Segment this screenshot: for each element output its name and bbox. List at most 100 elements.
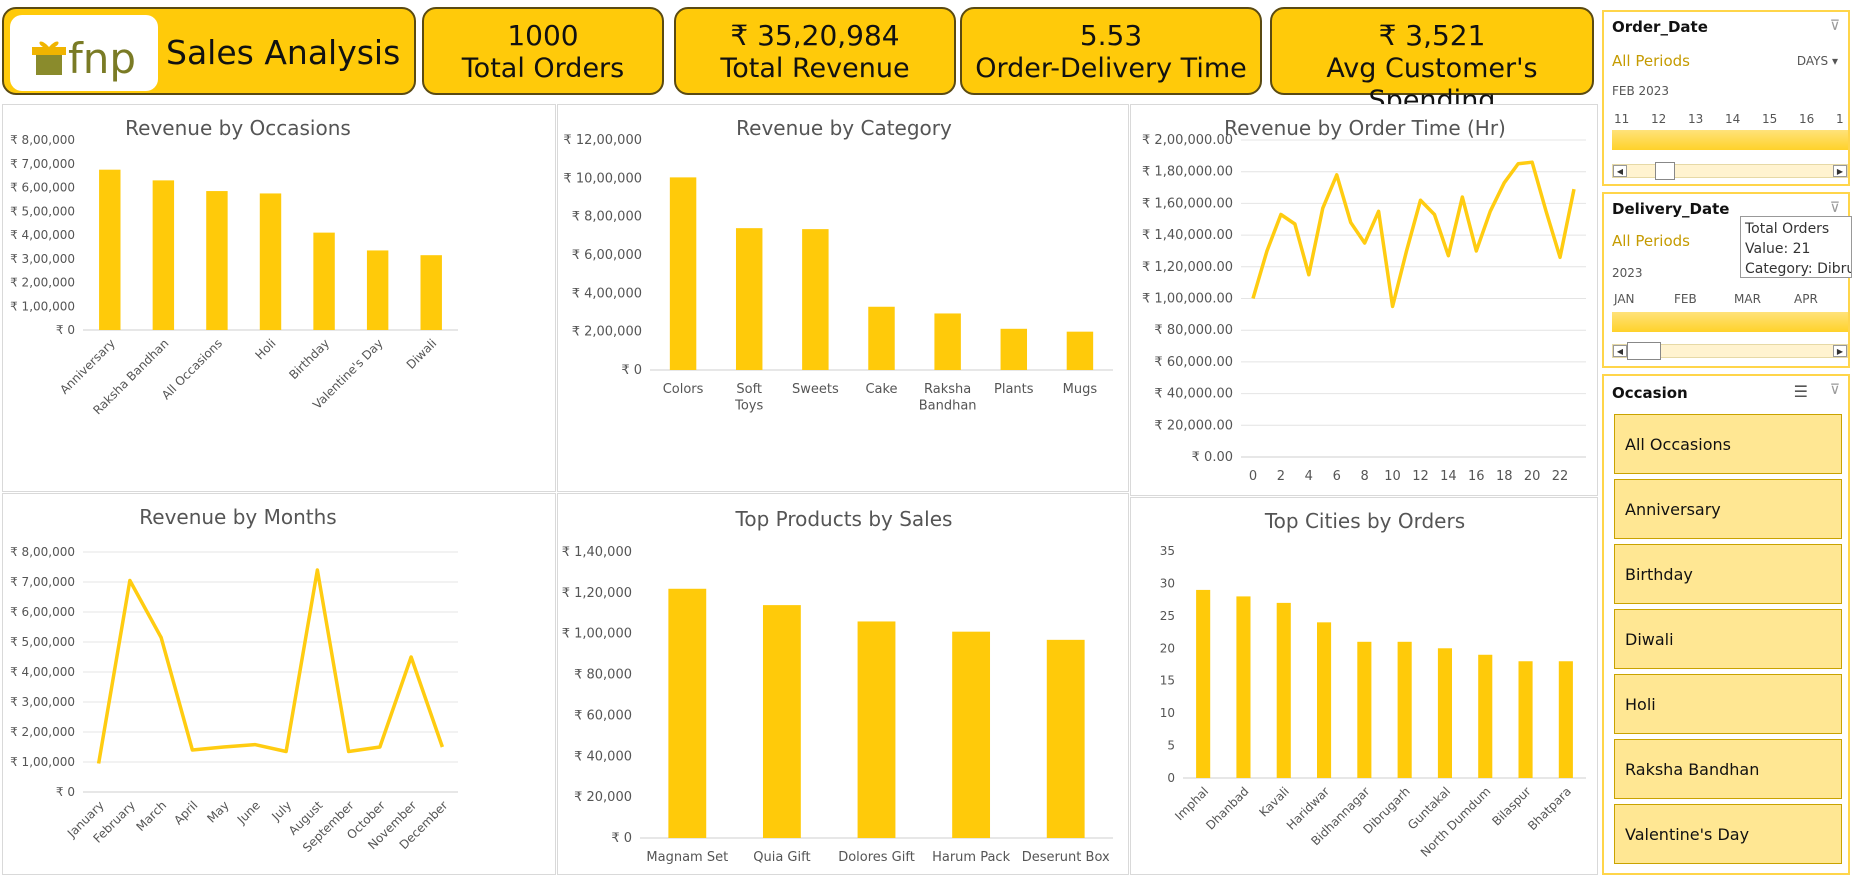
bar (735, 228, 763, 370)
kpi-avg-spending: ₹ 3,521 Avg Customer's Spending (1270, 7, 1594, 116)
scroll-left-icon[interactable]: ◀ (1613, 345, 1627, 357)
tooltip-title: Total Orders (1745, 221, 1830, 237)
y-tick-label: ₹ 10,00,000 (563, 171, 642, 186)
y-tick-label: ₹ 2,00,000 (572, 325, 642, 340)
y-tick-label: ₹ 0 (611, 831, 632, 846)
x-tick-label: Raksha Bandhan (919, 382, 977, 413)
timeline-tick-label: APR (1794, 292, 1818, 306)
y-tick-label: 10 (1160, 706, 1175, 720)
clear-filter-icon[interactable]: ⊽ (1829, 382, 1840, 398)
bar (1478, 654, 1493, 778)
y-tick-label: ₹ 0 (621, 363, 642, 378)
y-tick-label: ₹ 80,000 (574, 668, 632, 683)
x-tick-label: Kavali (1256, 784, 1291, 819)
clear-filter-icon[interactable]: ⊽ (1829, 18, 1840, 34)
chart-revenue-by-category[interactable]: Revenue by Category ₹ 0 ₹ 2,00,000 ₹ 4,00,0… (557, 104, 1129, 492)
y-tick-label: ₹ 4,00,000 (572, 286, 642, 301)
timeline-scrollbar[interactable]: ◀ ▶ (1612, 342, 1848, 360)
timeline-bar[interactable] (1612, 130, 1848, 150)
occasion-item[interactable]: Raksha Bandhan (1614, 739, 1842, 799)
occasion-item[interactable]: Holi (1614, 674, 1842, 734)
chart-revenue-by-months[interactable]: Revenue by Months ₹ 0 ₹ 1,00,000 ₹ 2,00,000… (2, 493, 556, 875)
scroll-right-icon[interactable]: ▶ (1833, 345, 1847, 357)
bar (1437, 648, 1453, 778)
chart-tooltip: Total Orders Value: 21 Category: Dibrug (1740, 216, 1852, 278)
y-tick-label: 0 (1167, 771, 1175, 785)
bar (1066, 331, 1094, 370)
y-tick-label: ₹ 1,00,000 (562, 627, 632, 642)
y-tick-label: ₹ 7,00,000 (10, 157, 75, 171)
y-tick-label: ₹ 80,000.00 (1154, 323, 1233, 338)
chart-revenue-by-occasions[interactable]: Revenue by Occasions ₹ 0 ₹ 1,00,000 ₹ 2,00,… (2, 104, 556, 492)
y-tick-label: ₹ 6,00,000 (572, 248, 642, 263)
order-date-slicer[interactable]: Order_Date ⊽ All Periods DAYS ▾ FEB 2023… (1602, 10, 1850, 186)
bar (1518, 661, 1533, 778)
all-periods-label[interactable]: All Periods (1612, 52, 1690, 70)
brand-card: fnp Sales Analysis (2, 7, 416, 95)
kpi-label: Order-Delivery Time (975, 53, 1247, 84)
chart-title: Revenue by Category (736, 116, 952, 140)
timeline-tick-label: FEB (1674, 292, 1697, 306)
x-tick-label: 10 (1384, 469, 1401, 484)
scroll-thumb[interactable] (1627, 342, 1661, 360)
scroll-left-icon[interactable]: ◀ (1613, 165, 1627, 177)
occasion-item[interactable]: All Occasions (1614, 414, 1842, 474)
chart-title: Revenue by Order Time (Hr) (1224, 116, 1506, 140)
tooltip-value: Value: 21 (1745, 241, 1811, 257)
timeline-tick-label: MAR (1734, 292, 1761, 306)
delivery-date-slicer[interactable]: Delivery_Date ⊽ All Periods 2023 JAN FEB M… (1602, 192, 1850, 368)
x-tick-label: June (234, 798, 263, 827)
chart-top-cities[interactable]: Top Cities by Orders 0 5 10 15 20 25 30 35 Imphal… (1130, 497, 1598, 875)
bar (857, 621, 896, 838)
time-unit-dropdown[interactable]: DAYS ▾ (1797, 54, 1838, 68)
dashboard-title: Sales Analysis (166, 33, 401, 72)
x-tick-label: 14 (1440, 469, 1457, 484)
x-tick-label: May (204, 798, 231, 825)
bar (1316, 622, 1332, 778)
all-periods-label[interactable]: All Periods (1612, 232, 1690, 250)
occasion-item[interactable]: Anniversary (1614, 479, 1842, 539)
x-tick-label: Bhatpara (1525, 784, 1574, 833)
y-tick-label: ₹ 4,00,000 (10, 665, 75, 679)
x-tick-label: 2 (1277, 469, 1285, 484)
x-tick-label: March (133, 798, 169, 834)
chart-title: Revenue by Months (139, 505, 336, 529)
x-tick-label: Cake (865, 382, 897, 397)
bar (1276, 602, 1291, 778)
gift-icon: fnp (32, 34, 136, 83)
occasion-item[interactable]: Valentine's Day (1614, 804, 1842, 864)
y-tick-label: ₹ 2,00,000.00 (1142, 133, 1233, 148)
y-tick-label: ₹ 5,00,000 (10, 204, 75, 218)
y-tick-label: ₹ 6,00,000 (10, 605, 75, 619)
y-tick-label: ₹ 1,20,000.00 (1142, 260, 1233, 275)
y-tick-label: ₹ 1,00,000 (10, 299, 75, 313)
occasion-item[interactable]: Diwali (1614, 609, 1842, 669)
y-tick-label: 15 (1160, 674, 1175, 688)
x-tick-label: 22 (1552, 469, 1569, 484)
y-tick-label: 35 (1160, 544, 1175, 558)
y-tick-label: ₹ 20,000.00 (1154, 418, 1233, 433)
x-tick-label: July (268, 798, 294, 824)
y-tick-label: ₹ 40,000.00 (1154, 387, 1233, 402)
timeline-bar[interactable] (1612, 312, 1848, 332)
occasion-item[interactable]: Birthday (1614, 544, 1842, 604)
bar (99, 169, 121, 330)
scroll-right-icon[interactable]: ▶ (1833, 165, 1847, 177)
multi-select-icon[interactable]: ☰ (1793, 382, 1808, 401)
bar (1558, 661, 1573, 778)
occasion-slicer[interactable]: Occasion ☰ ⊽ All Occasions Anniversary Bir… (1602, 374, 1850, 875)
y-tick-label: ₹ 8,00,000 (10, 133, 75, 147)
x-tick-label: Imphal (1172, 784, 1211, 823)
series-line (96, 568, 445, 764)
chart-top-products[interactable]: Top Products by Sales ₹ 0 ₹ 20,000 ₹ 40,000… (557, 493, 1129, 875)
scroll-thumb[interactable] (1655, 162, 1675, 180)
kpi-value: ₹ 35,20,984 (730, 19, 900, 52)
chart-revenue-by-order-time[interactable]: Revenue by Order Time (Hr) ₹ 0.00 ₹ 20,000… (1130, 104, 1598, 496)
x-tick-label: Mugs (1063, 382, 1098, 397)
clear-filter-icon[interactable]: ⊽ (1829, 200, 1840, 216)
timeline-scrollbar[interactable]: ◀ ▶ (1612, 162, 1848, 180)
y-tick-label: ₹ 5,00,000 (10, 635, 75, 649)
timeline-tick-label: 12 (1651, 112, 1667, 126)
y-tick-label: ₹ 7,00,000 (10, 575, 75, 589)
kpi-label: Total Orders (461, 53, 625, 84)
